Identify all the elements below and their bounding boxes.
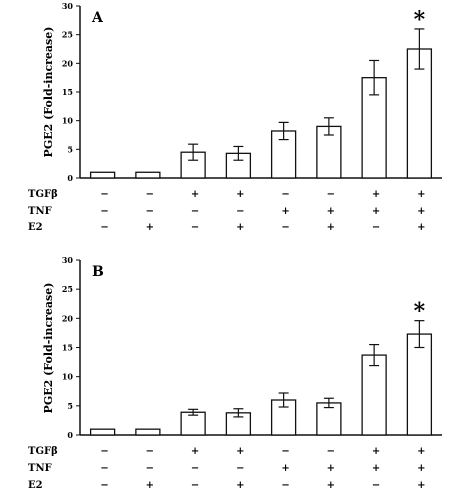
y-tick-label: 25 [62, 284, 73, 294]
y-tick-label: 5 [67, 401, 73, 411]
condition-sign: − [100, 189, 108, 200]
significance-star: * [414, 7, 426, 33]
condition-sign: + [236, 222, 244, 233]
condition-sign: + [372, 189, 380, 200]
y-tick-label: 25 [62, 30, 73, 40]
y-tick-label: 0 [67, 173, 73, 183]
bar [89, 428, 116, 436]
y-tick-label: 30 [62, 1, 74, 11]
condition-sign: − [281, 222, 289, 233]
condition-label: TGFβ [28, 446, 58, 457]
condition-sign: + [236, 189, 244, 200]
significance-star: * [414, 299, 426, 325]
condition-sign: + [327, 463, 335, 474]
condition-sign: + [236, 446, 244, 457]
condition-sign: − [191, 206, 199, 217]
condition-sign: − [236, 463, 244, 474]
condition-sign: + [327, 206, 335, 217]
y-tick-label: 5 [67, 144, 73, 154]
bar [406, 333, 433, 436]
condition-sign: + [327, 222, 335, 233]
condition-sign: + [146, 222, 154, 233]
condition-sign: − [327, 446, 335, 457]
bar [316, 402, 342, 436]
condition-sign: − [100, 206, 108, 217]
condition-sign: + [417, 222, 425, 233]
y-tick-label: 10 [62, 116, 74, 126]
condition-sign: + [236, 480, 244, 490]
condition-sign: − [146, 206, 154, 217]
condition-sign: − [372, 480, 380, 490]
condition-sign: + [417, 446, 425, 457]
condition-label: TNF [28, 206, 52, 217]
condition-sign: − [281, 480, 289, 490]
condition-sign: − [281, 189, 289, 200]
condition-label: E2 [28, 480, 43, 490]
condition-sign: − [191, 222, 199, 233]
condition-sign: + [372, 463, 380, 474]
condition-sign: − [191, 463, 199, 474]
condition-sign: − [327, 189, 335, 200]
y-tick-label: 15 [62, 87, 73, 97]
y-tick-label: 15 [62, 343, 73, 353]
condition-label: E2 [28, 222, 43, 233]
condition-sign: + [417, 480, 425, 490]
y-tick-label: 30 [62, 255, 74, 265]
bar [89, 171, 116, 179]
condition-label: TNF [28, 463, 52, 474]
condition-sign: + [281, 463, 289, 474]
bar [135, 428, 161, 436]
y-tick-label: 20 [62, 313, 74, 323]
condition-sign: + [191, 446, 199, 457]
y-axis-label: PGE2 (Fold-increase) [42, 283, 55, 414]
panel-letter: A [91, 10, 104, 26]
y-tick-label: 20 [62, 58, 74, 68]
y-axis-label: PGE2 (Fold-increase) [42, 27, 55, 158]
condition-sign: − [281, 446, 289, 457]
condition-sign: + [327, 480, 335, 490]
condition-sign: − [146, 463, 154, 474]
condition-sign: + [417, 463, 425, 474]
chart-panel-b: 0 5 10 15 20 25 30 PGE2 (Fold-increase) B * TGFβ − −… [28, 255, 442, 490]
condition-sign: − [100, 446, 108, 457]
condition-sign: − [100, 222, 108, 233]
condition-sign: − [100, 480, 108, 490]
condition-sign: − [236, 206, 244, 217]
bar [361, 354, 387, 436]
y-tick-label: 0 [67, 430, 73, 440]
condition-sign: + [372, 206, 380, 217]
condition-sign: + [146, 480, 154, 490]
condition-sign: + [417, 206, 425, 217]
panel-letter: B [92, 264, 104, 280]
condition-sign: − [146, 446, 154, 457]
condition-sign: + [372, 446, 380, 457]
condition-sign: − [372, 222, 380, 233]
condition-sign: + [191, 189, 199, 200]
chart-panel-a: 0 5 10 15 20 25 30 PGE2 (Fold-increase) A * TGFβ − −… [28, 1, 442, 233]
bar [135, 171, 161, 179]
condition-sign: − [191, 480, 199, 490]
condition-label: TGFβ [28, 189, 58, 200]
y-tick-label: 10 [62, 372, 74, 382]
condition-sign: + [417, 189, 425, 200]
condition-sign: − [100, 463, 108, 474]
condition-sign: + [281, 206, 289, 217]
condition-sign: − [146, 189, 154, 200]
